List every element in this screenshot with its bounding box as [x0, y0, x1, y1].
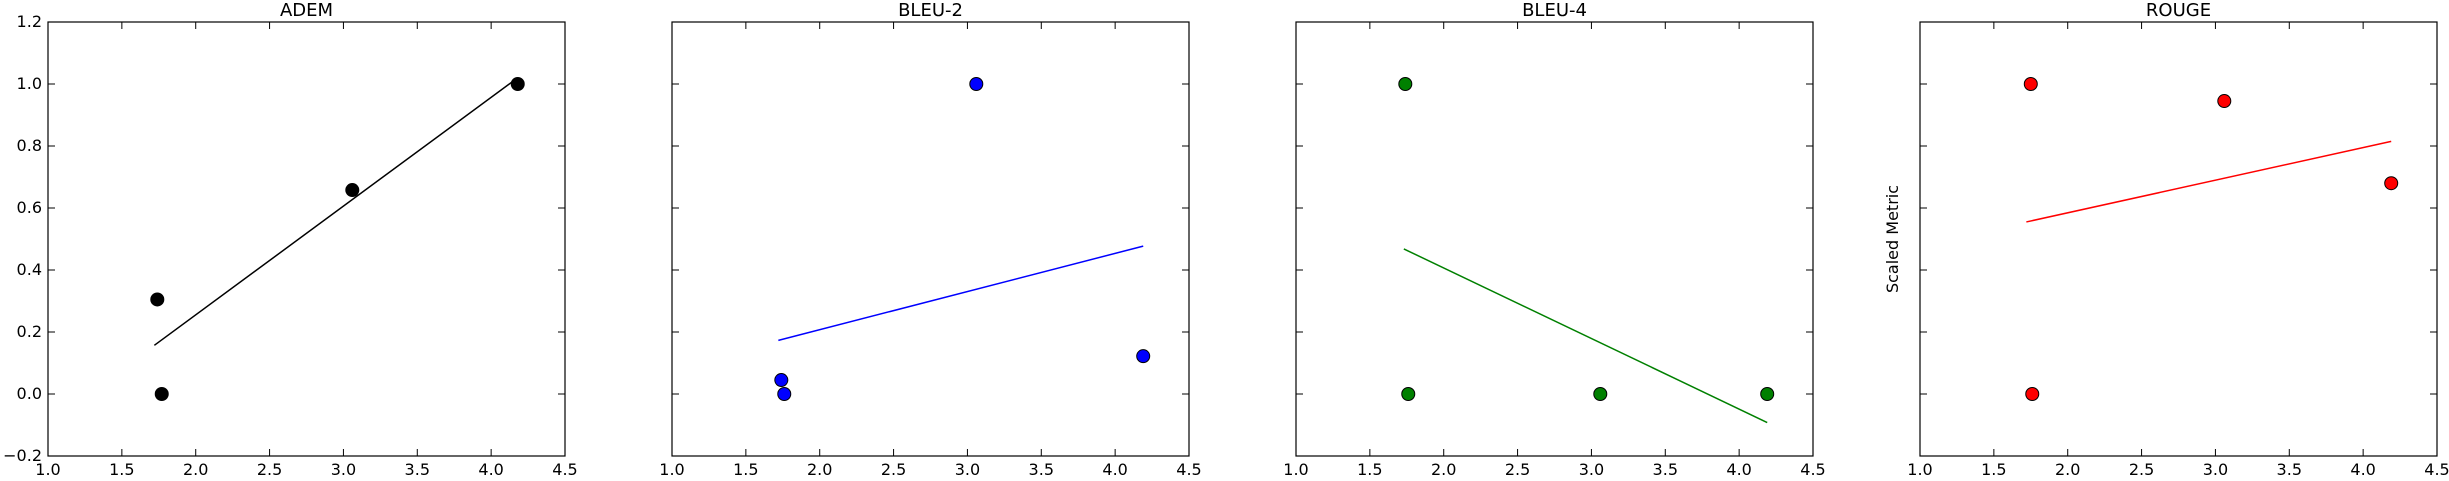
x-tick-label: 1.5: [1981, 460, 2006, 476]
fit-line: [2026, 140, 2392, 223]
chart-panel-3: ROUGE 1.0 1.5 2.0 2.5 3.0 3.5 4.0 4.5 Scaled Metr…: [1883, 0, 2449, 479]
x-tick-label: 2.5: [257, 460, 282, 476]
y-tick-label: 1.2: [17, 12, 42, 31]
data-point: [969, 77, 984, 91]
data-point: [510, 77, 525, 91]
data-point: [345, 183, 360, 198]
data-point: [1398, 77, 1413, 91]
x-tick-label: 1.5: [1357, 460, 1382, 476]
x-tick-label: 1.5: [733, 460, 758, 476]
x-tick-label: 1.0: [1283, 460, 1308, 476]
y-tick-label: 0.0: [17, 384, 42, 403]
chart-panel-1: BLEU-2 1.0 1.5 2.0 2.5 3.0 3.5 4.0 4.5: [659, 0, 1201, 479]
data-point: [150, 292, 165, 307]
chart-panel-2: BLEU-4 1.0 1.5 2.0 2.5 3.0 3.5 4.0 4.5: [1283, 0, 1825, 479]
y-tick-label: 0.2: [17, 322, 42, 341]
data-point: [2025, 387, 2040, 401]
fit-line: [153, 77, 519, 346]
x-tick-label: 2.0: [1431, 460, 1456, 476]
chart-title: BLEU-2: [898, 0, 963, 21]
x-tick-label: 2.5: [1505, 460, 1530, 476]
plot-frame: [671, 21, 1190, 457]
y-tick-label: 0.8: [17, 136, 42, 155]
x-tick-label: 4.0: [478, 460, 503, 476]
data-point: [1136, 349, 1151, 364]
data-point: [2023, 77, 2038, 91]
x-tick-label: 3.0: [1579, 460, 1604, 476]
x-tick-label: 2.0: [807, 460, 832, 476]
x-tick-label: 1.0: [35, 460, 60, 476]
x-tick-label: 2.5: [2129, 460, 2154, 476]
data-point: [1401, 387, 1416, 401]
x-tick-label: 2.5: [881, 460, 906, 476]
x-tick-label: 4.0: [2350, 460, 2375, 476]
x-tick-label: 1.5: [109, 460, 134, 476]
plot-frame: [1919, 21, 2438, 457]
x-tick-label: 3.5: [2277, 460, 2302, 476]
y-tick-label: −0.2: [3, 446, 42, 465]
data-point: [154, 387, 169, 401]
data-point: [1760, 387, 1775, 401]
plot-frame: [47, 21, 566, 457]
x-tick-label: 3.5: [1029, 460, 1054, 476]
x-tick-label: 1.0: [659, 460, 684, 476]
x-tick-label: 3.0: [955, 460, 980, 476]
fit-line: [778, 245, 1144, 342]
x-tick-label: 3.0: [331, 460, 356, 476]
x-tick-label: 3.0: [2203, 460, 2228, 476]
x-tick-label: 4.5: [1176, 460, 1201, 476]
chart-title: BLEU-4: [1522, 0, 1587, 21]
x-tick-label: 2.0: [183, 460, 208, 476]
data-point: [777, 387, 792, 401]
y-tick-label: 0.4: [17, 260, 42, 279]
chart-panel-0: ADEM 1.0 1.5 2.0 2.5 3.0 3.5 4.0 4.5 −0.2 0.0 0.2 0.…: [3, 0, 578, 479]
chart-title: ROUGE: [2146, 0, 2211, 21]
plot-frame: [1295, 21, 1814, 457]
fit-line: [1403, 248, 1768, 424]
y-tick-label: 1.0: [17, 74, 42, 93]
chart-title: ADEM: [280, 0, 333, 21]
x-tick-label: 4.5: [2424, 460, 2449, 476]
data-point: [1593, 387, 1608, 401]
x-tick-label: 4.0: [1726, 460, 1751, 476]
x-tick-label: 4.0: [1102, 460, 1127, 476]
y-axis-label: Scaled Metric: [1883, 185, 1902, 293]
data-point: [2384, 176, 2399, 191]
x-tick-label: 2.0: [2055, 460, 2080, 476]
data-point: [774, 373, 789, 388]
x-tick-label: 4.5: [552, 460, 577, 476]
x-tick-label: 3.5: [1653, 460, 1678, 476]
data-point: [2217, 94, 2232, 109]
x-tick-label: 3.5: [405, 460, 430, 476]
y-tick-label: 0.6: [17, 198, 42, 217]
x-tick-label: 4.5: [1800, 460, 1825, 476]
x-tick-label: 1.0: [1907, 460, 1932, 476]
